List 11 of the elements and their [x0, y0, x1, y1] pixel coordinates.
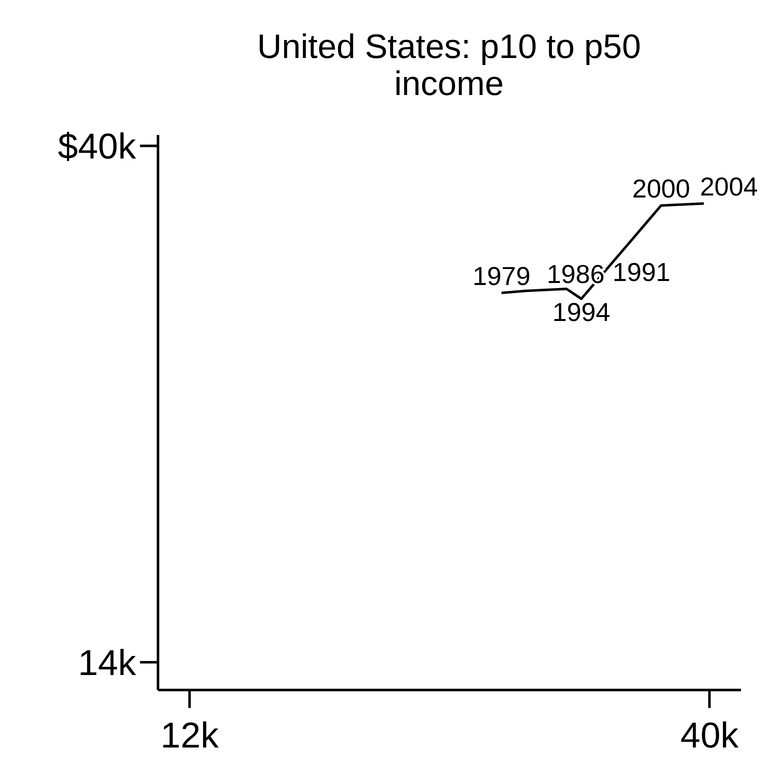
x-tick-label: 12k [160, 714, 220, 756]
x-tick-label: 40k [680, 714, 740, 756]
annotation: 1979 [472, 260, 530, 291]
annotation: 2000 [632, 173, 690, 204]
annotation: 1986 [546, 258, 605, 289]
y-tick-label: $40k [58, 126, 137, 167]
y-tick-label: 14k [78, 642, 137, 683]
annotation: 1994 [552, 296, 610, 327]
chart-title: United States: p10 to p50 income [257, 28, 641, 103]
annotation: 2004 [700, 172, 758, 202]
annotation: 1991 [612, 256, 670, 287]
